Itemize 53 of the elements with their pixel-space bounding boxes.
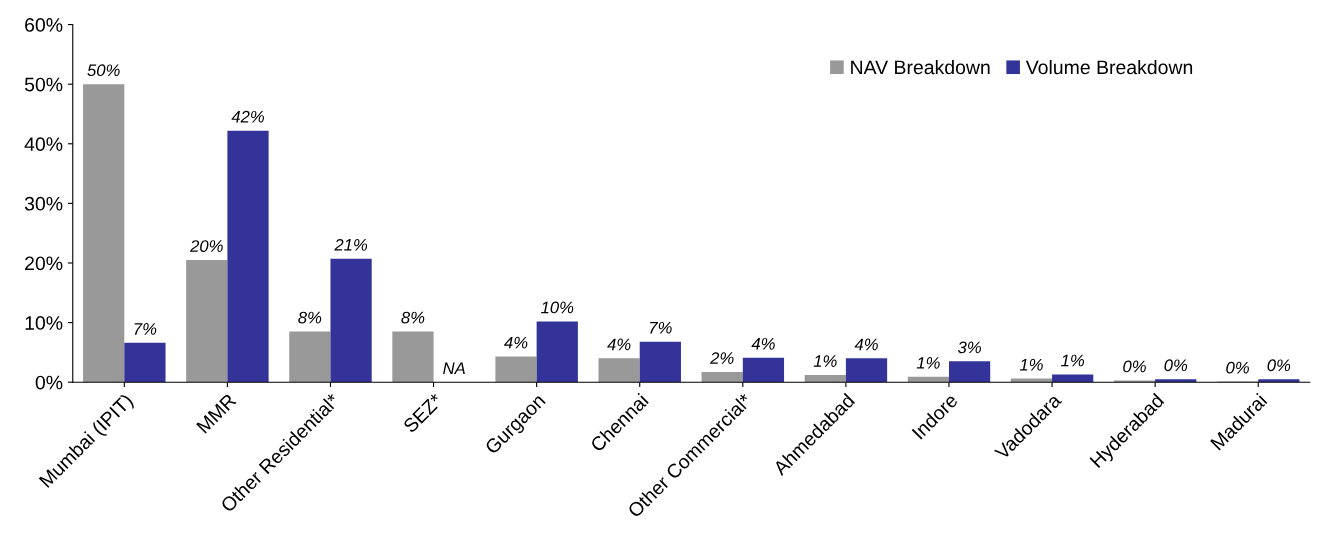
bar: [907, 376, 949, 383]
data-label: 4%: [607, 338, 631, 351]
data-label: 4%: [751, 337, 775, 350]
data-label: 2%: [710, 352, 734, 364]
data-label: 50%: [87, 64, 120, 77]
data-label: 8%: [401, 311, 425, 324]
y-tick-label: 50%: [24, 77, 63, 92]
bar: [186, 260, 228, 383]
bar: [289, 331, 331, 383]
bar: [701, 372, 743, 383]
y-tick-label: 0%: [35, 375, 63, 390]
bar: [83, 84, 125, 383]
data-label: 1%: [1019, 358, 1043, 371]
data-label: 0%: [1226, 361, 1249, 374]
data-label: 1%: [813, 355, 837, 367]
bar: [392, 331, 434, 383]
data-label: 1%: [916, 357, 940, 369]
bar: [804, 375, 846, 383]
data-label: 0%: [1164, 359, 1188, 372]
legend-label: NAV Breakdown: [851, 59, 990, 75]
bar: [742, 357, 785, 383]
data-label: 7%: [134, 323, 157, 335]
bar: [330, 258, 372, 383]
data-label: 20%: [190, 240, 223, 252]
data-label: 4%: [504, 336, 528, 349]
bar: [227, 130, 269, 383]
bar: [948, 361, 991, 383]
bar: [639, 341, 681, 383]
y-tick-label: 10%: [25, 316, 63, 330]
y-tick-label: 30%: [24, 196, 63, 211]
y-tick-label: 20%: [25, 256, 63, 271]
data-label: 0%: [1123, 360, 1146, 373]
data-label: 3%: [957, 341, 981, 354]
bar: [495, 356, 537, 383]
bar: [1052, 374, 1094, 383]
data-label: 0%: [1267, 359, 1291, 372]
bar: [124, 342, 166, 383]
bar: [536, 321, 578, 383]
data-label: 7%: [650, 321, 672, 334]
bar: [1258, 379, 1300, 383]
y-tick-label: 60%: [25, 18, 63, 32]
data-label: 1%: [1061, 354, 1085, 367]
bar: [1155, 379, 1197, 383]
bar: [845, 358, 888, 383]
data-label: 8%: [298, 311, 322, 324]
bar: [598, 358, 640, 383]
data-label: 10%: [541, 301, 574, 314]
y-tick-label: 40%: [24, 137, 63, 152]
data-label: 21%: [334, 238, 368, 251]
data-label: 42%: [231, 110, 264, 123]
text: NA: [443, 362, 465, 374]
legend-label: Volume Breakdown: [1025, 59, 1193, 75]
data-label: 4%: [854, 338, 878, 351]
